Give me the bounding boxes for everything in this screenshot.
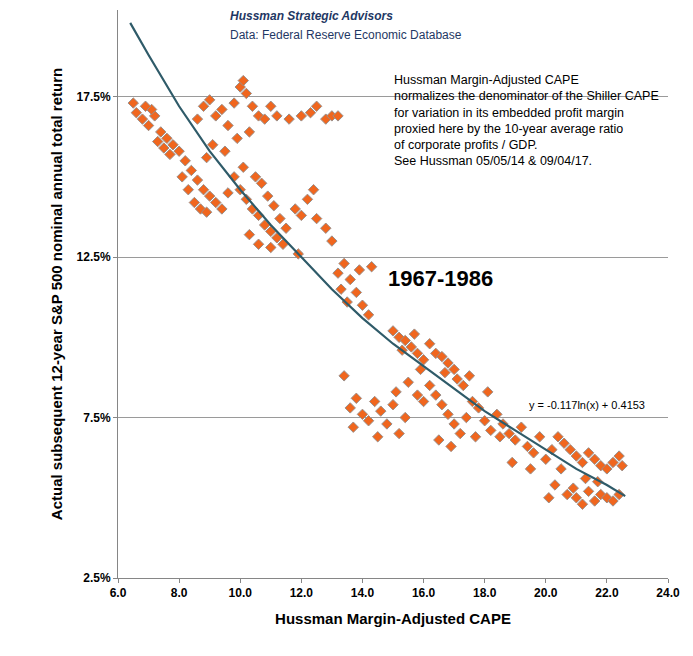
svg-text:6.0: 6.0 — [110, 586, 127, 600]
svg-text:24.0: 24.0 — [656, 586, 680, 600]
svg-text:y = -0.117ln(x) + 0.4153: y = -0.117ln(x) + 0.4153 — [529, 399, 645, 411]
svg-text:Data: Federal Reserve Economic: Data: Federal Reserve Economic Database — [230, 28, 462, 42]
svg-text:22.0: 22.0 — [595, 586, 619, 600]
svg-text:2.5%: 2.5% — [83, 571, 111, 585]
svg-text:12.0: 12.0 — [290, 586, 314, 600]
svg-text:17.5%: 17.5% — [77, 90, 111, 104]
svg-text:Hussman Margin-Adjusted CAPE: Hussman Margin-Adjusted CAPE — [275, 610, 511, 627]
svg-text:1967-1986: 1967-1986 — [388, 266, 493, 291]
svg-text:Hussman Margin-Adjusted CAPEno: Hussman Margin-Adjusted CAPEnormalizes t… — [394, 73, 659, 168]
svg-text:7.5%: 7.5% — [83, 411, 111, 425]
svg-text:20.0: 20.0 — [534, 586, 558, 600]
svg-text:8.0: 8.0 — [171, 586, 188, 600]
svg-text:Actual subsequent 12-year S&P: Actual subsequent 12-year S&P 500 nomina… — [48, 68, 65, 520]
svg-text:Hussman Strategic Advisors: Hussman Strategic Advisors — [230, 9, 393, 23]
svg-text:16.0: 16.0 — [412, 586, 436, 600]
svg-text:18.0: 18.0 — [473, 586, 497, 600]
svg-text:12.5%: 12.5% — [77, 250, 111, 264]
svg-text:10.0: 10.0 — [229, 586, 253, 600]
svg-text:14.0: 14.0 — [351, 586, 375, 600]
